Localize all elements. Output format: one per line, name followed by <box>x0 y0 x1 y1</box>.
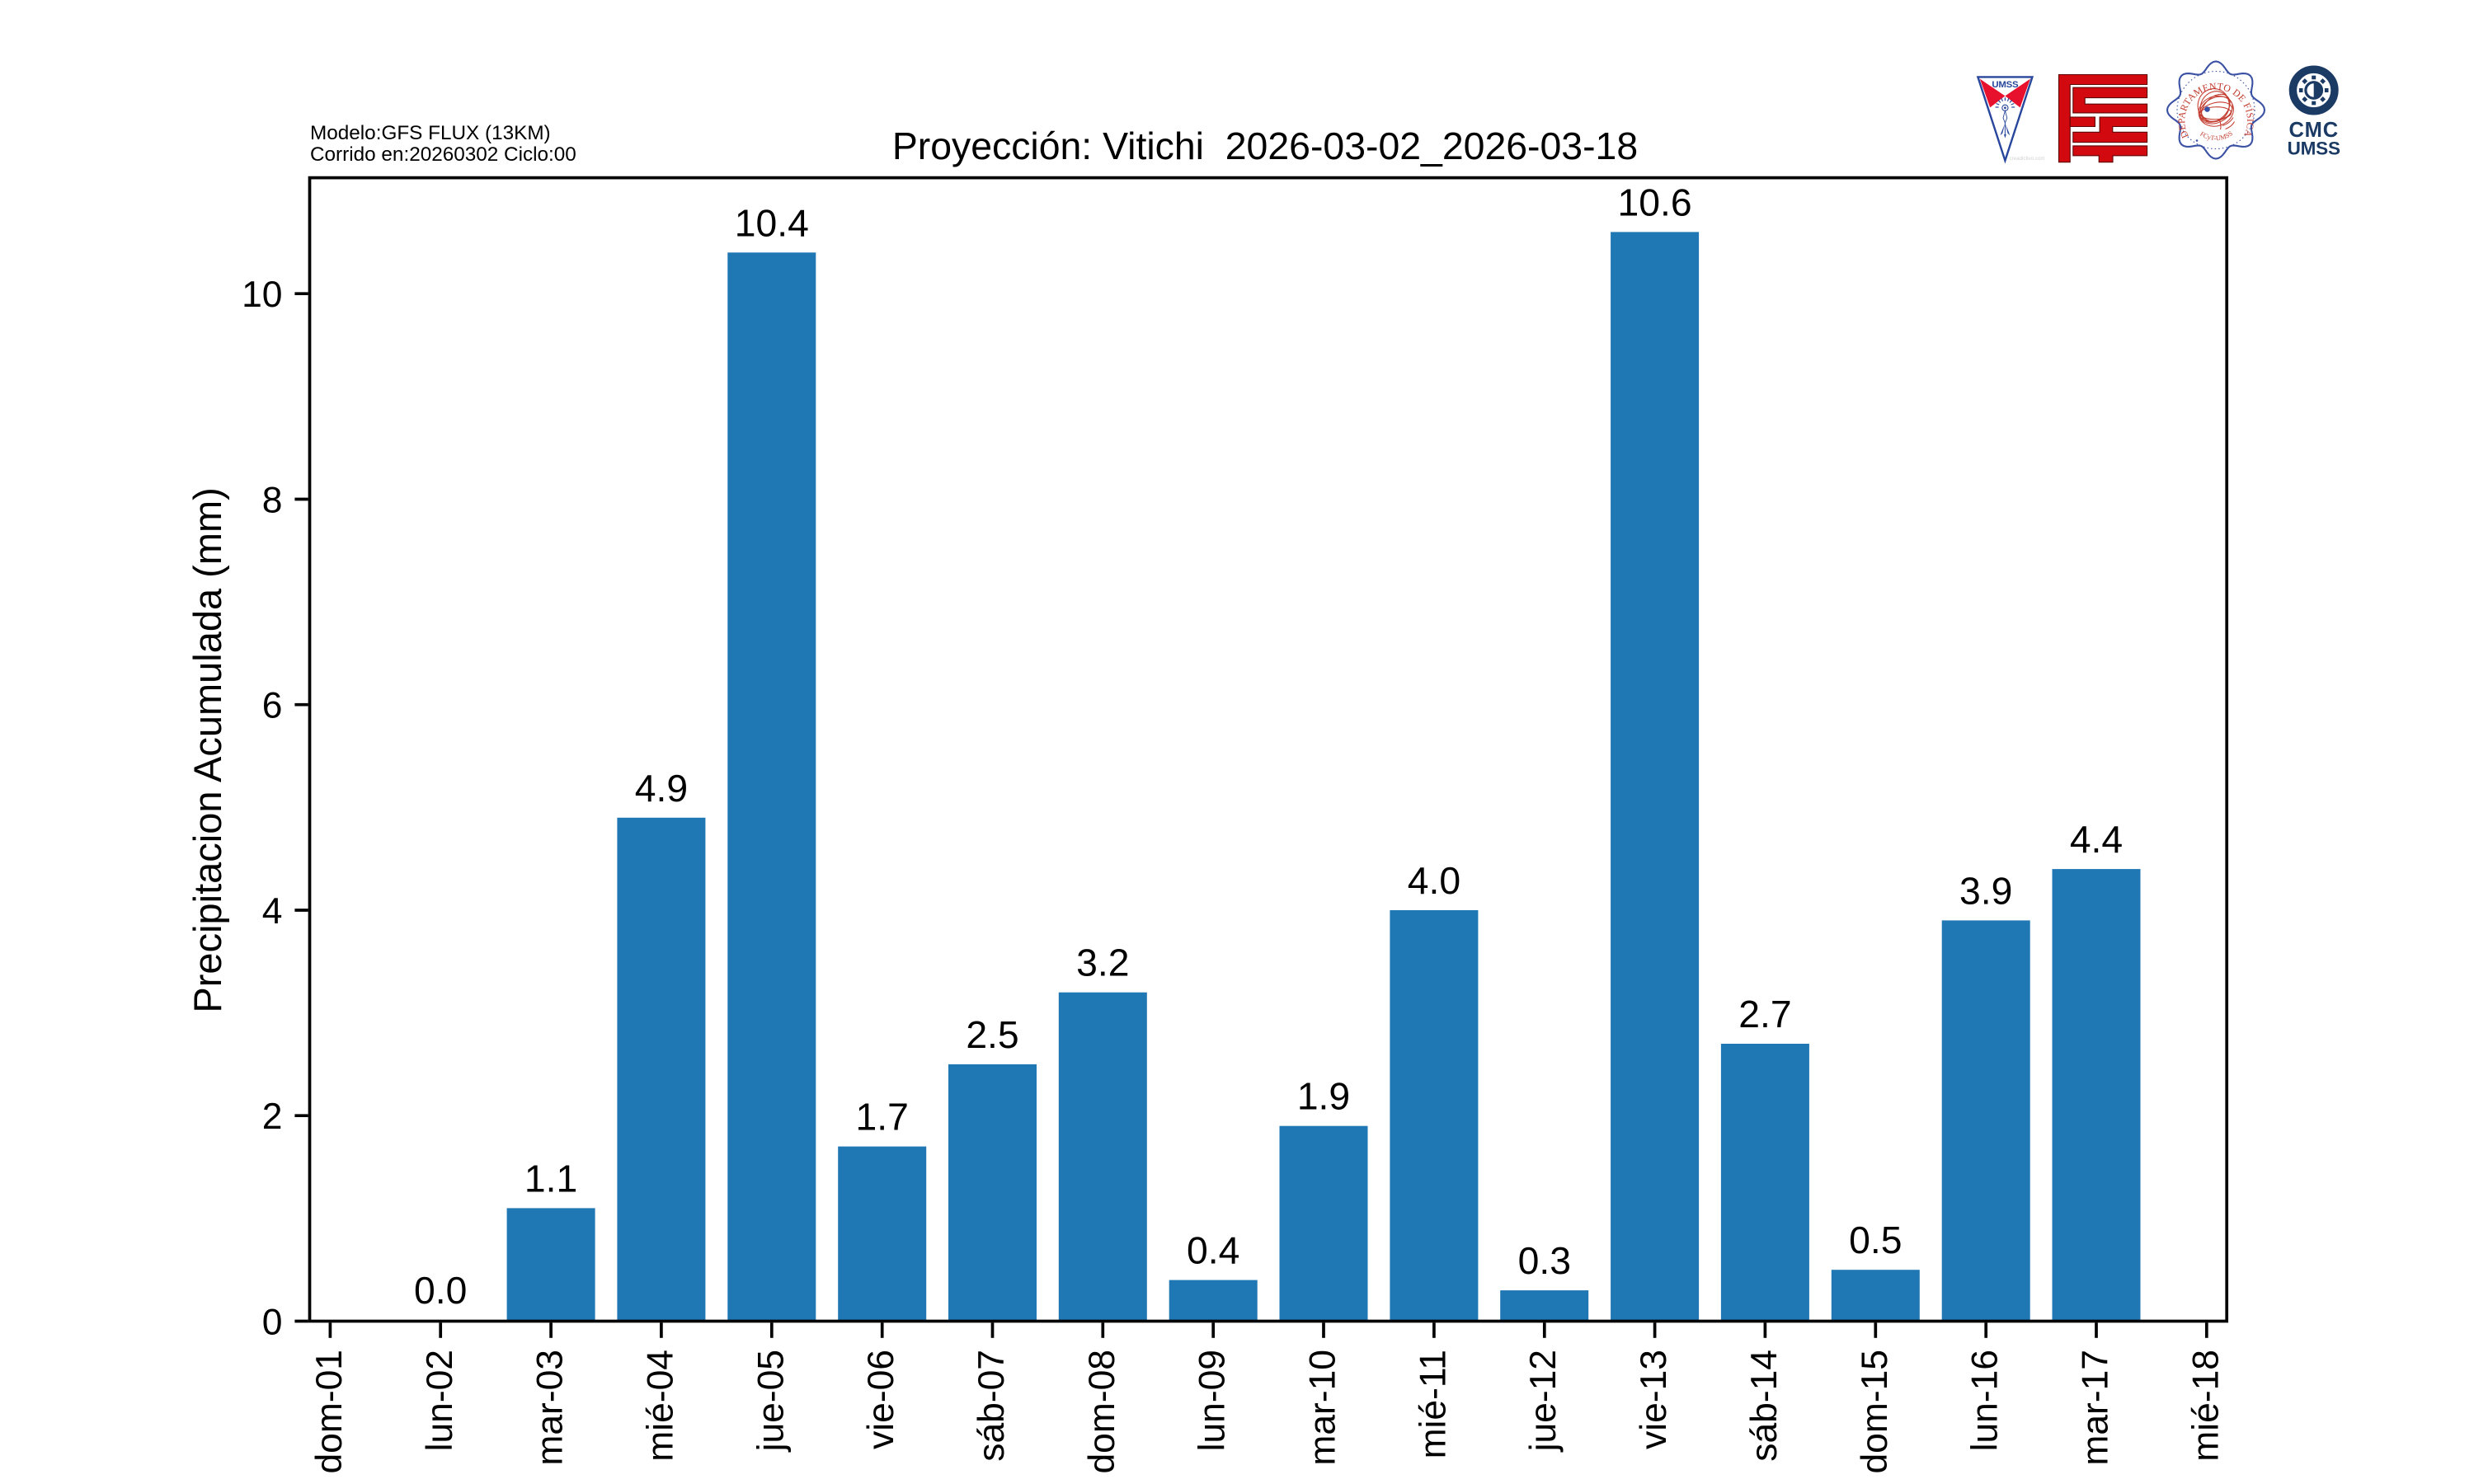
svg-text:mié-11: mié-11 <box>1413 1350 1453 1458</box>
svg-text:vie-13: vie-13 <box>1634 1350 1674 1449</box>
svg-text:sáb-14: sáb-14 <box>1744 1350 1785 1462</box>
svg-text:0.4: 0.4 <box>1187 1229 1239 1272</box>
svg-text:sáb-07: sáb-07 <box>971 1350 1012 1462</box>
svg-text:2.5: 2.5 <box>966 1013 1018 1056</box>
svg-text:2.7: 2.7 <box>1738 993 1791 1036</box>
svg-text:10.4: 10.4 <box>735 201 809 244</box>
svg-text:3.2: 3.2 <box>1076 942 1129 984</box>
svg-text:dom-01: dom-01 <box>309 1350 350 1474</box>
svg-text:4.0: 4.0 <box>1408 859 1460 902</box>
svg-text:0: 0 <box>262 1303 283 1343</box>
svg-text:dom-15: dom-15 <box>1855 1350 1895 1474</box>
svg-text:mar-03: mar-03 <box>530 1350 571 1466</box>
svg-text:mar-10: mar-10 <box>1303 1350 1343 1466</box>
svg-text:mié-18: mié-18 <box>2185 1350 2226 1462</box>
svg-text:CMC: CMC <box>2288 119 2338 142</box>
svg-text:creadictivo.com: creadictivo.com <box>2010 156 2045 162</box>
svg-text:jue-05: jue-05 <box>750 1350 791 1453</box>
svg-text:1.7: 1.7 <box>856 1096 909 1139</box>
svg-text:UMSS: UMSS <box>1992 80 2019 90</box>
svg-text:jue-12: jue-12 <box>1523 1350 1564 1453</box>
svg-text:Proyección: Vitichi 2026-03-0: Proyección: Vitichi 2026-03-02_2026-03-1… <box>892 124 1638 167</box>
svg-text:UMSS: UMSS <box>2288 139 2340 159</box>
svg-text:2: 2 <box>262 1097 283 1137</box>
svg-text:4: 4 <box>262 891 283 932</box>
svg-text:Corrido en:20260302 Ciclo:00: Corrido en:20260302 Ciclo:00 <box>310 143 576 166</box>
svg-text:0.5: 0.5 <box>1849 1219 1902 1261</box>
svg-text:1.9: 1.9 <box>1297 1075 1350 1118</box>
svg-text:dom-08: dom-08 <box>1082 1350 1122 1474</box>
svg-text:lun-09: lun-09 <box>1192 1350 1233 1451</box>
svg-text:6: 6 <box>262 686 283 726</box>
svg-text:1.1: 1.1 <box>524 1157 577 1200</box>
svg-text:8: 8 <box>262 481 283 521</box>
svg-text:3.9: 3.9 <box>1959 869 2012 912</box>
svg-text:lun-16: lun-16 <box>1965 1350 2006 1451</box>
svg-text:Modelo:GFS FLUX (13KM): Modelo:GFS FLUX (13KM) <box>310 122 551 144</box>
svg-text:Precipitacion Acumulada (mm): Precipitacion Acumulada (mm) <box>186 487 229 1012</box>
svg-text:4.9: 4.9 <box>635 767 688 810</box>
svg-text:0.3: 0.3 <box>1518 1239 1571 1282</box>
svg-text:vie-06: vie-06 <box>861 1350 901 1449</box>
svg-text:0.0: 0.0 <box>414 1269 467 1312</box>
svg-text:mar-17: mar-17 <box>2076 1350 2116 1466</box>
svg-text:lun-02: lun-02 <box>420 1350 460 1451</box>
svg-text:4.4: 4.4 <box>2070 818 2123 861</box>
svg-text:10: 10 <box>242 275 282 315</box>
svg-text:10.6: 10.6 <box>1618 181 1692 223</box>
svg-text:mié-04: mié-04 <box>640 1350 680 1462</box>
